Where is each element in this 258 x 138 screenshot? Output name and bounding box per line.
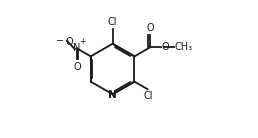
Text: N: N: [108, 90, 116, 100]
Text: CH₃: CH₃: [174, 43, 192, 52]
Text: O: O: [66, 37, 73, 47]
Text: −: −: [56, 36, 64, 46]
Text: O: O: [73, 62, 81, 72]
Text: +: +: [79, 37, 85, 46]
Text: O: O: [162, 43, 170, 52]
Text: O: O: [146, 23, 154, 33]
Text: Cl: Cl: [108, 17, 117, 27]
Text: Cl: Cl: [143, 91, 153, 100]
Text: N: N: [73, 43, 80, 53]
